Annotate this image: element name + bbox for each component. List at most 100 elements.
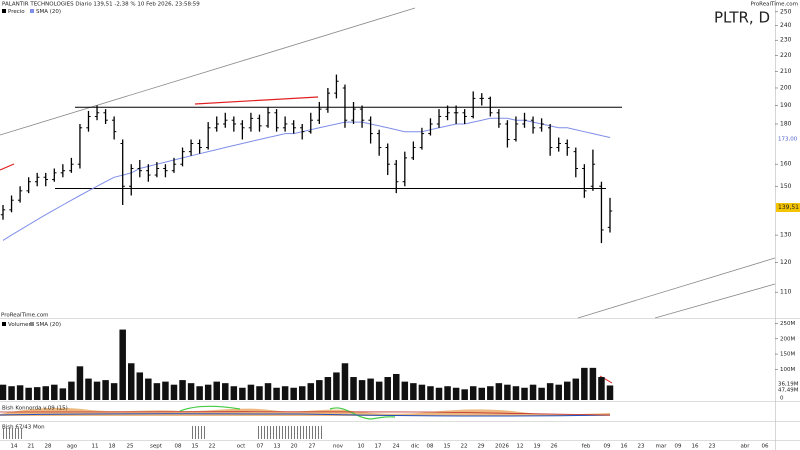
x-tick-label: 11 bbox=[92, 444, 99, 450]
y-tick-label: 130 bbox=[780, 232, 792, 239]
legend-entry: Volumen bbox=[8, 322, 32, 328]
x-tick-label: 21 bbox=[28, 444, 35, 450]
volume-bar bbox=[606, 385, 614, 400]
volume-bar bbox=[76, 366, 84, 400]
volume-bar bbox=[16, 385, 24, 400]
watermark: ProRealTime.com bbox=[750, 2, 798, 8]
volume-bar bbox=[495, 383, 503, 400]
watermark: ProRealTime.com bbox=[1, 313, 49, 319]
x-tick-label: 23 bbox=[709, 444, 716, 450]
volume-bar bbox=[187, 383, 195, 400]
indicator-label: Bish 67/43 Mon bbox=[2, 425, 45, 431]
x-tick-label: 09 bbox=[675, 444, 682, 450]
volume-tick-label: 150M bbox=[780, 352, 795, 358]
volume-bar bbox=[68, 381, 75, 400]
y-tick-label: 230 bbox=[780, 37, 792, 44]
volume-bar bbox=[239, 387, 246, 400]
volume-bar bbox=[59, 388, 67, 400]
x-tick-label: sept bbox=[150, 444, 163, 450]
y-tick-label: 250 bbox=[780, 8, 792, 15]
legend-entry: SMA (20) bbox=[36, 9, 61, 15]
volume-bar bbox=[529, 384, 537, 400]
volume-bar bbox=[375, 381, 383, 400]
x-tick-label: 26 bbox=[551, 444, 558, 450]
x-tick-label: 10 bbox=[358, 444, 365, 450]
x-tick-label: 15 bbox=[192, 444, 199, 450]
y-tick-label: 240 bbox=[780, 22, 792, 29]
x-tick-label: 06 bbox=[762, 444, 769, 450]
x-tick-label: 22 bbox=[461, 444, 468, 450]
x-tick-label: feb bbox=[582, 444, 591, 450]
trend-line bbox=[194, 96, 319, 105]
volume-bar bbox=[521, 387, 528, 400]
volume-bar bbox=[298, 386, 306, 400]
x-tick-label: 18 bbox=[109, 444, 116, 450]
volume-tick-label: 250M bbox=[780, 321, 795, 327]
volume-bar bbox=[230, 386, 238, 400]
volume-bar bbox=[273, 387, 280, 400]
volume-bar bbox=[324, 377, 332, 400]
volume-bar bbox=[341, 363, 349, 400]
volume-bar bbox=[170, 384, 178, 400]
volume-bar bbox=[0, 384, 7, 400]
volume-bar bbox=[512, 386, 520, 400]
y-tick-label: 180 bbox=[780, 120, 792, 127]
x-tick-label: 08 bbox=[175, 444, 182, 450]
y-tick-label: 200 bbox=[780, 84, 792, 91]
indicator-bish bbox=[3, 426, 322, 439]
x-tick-label: nov bbox=[333, 444, 344, 450]
volume-bar bbox=[8, 386, 15, 400]
y-tick-label: 110 bbox=[780, 289, 792, 296]
volume-bar bbox=[581, 367, 588, 400]
x-tick-label: 17 bbox=[375, 444, 382, 450]
y-tick-label: 150 bbox=[780, 183, 792, 190]
x-tick-label: 09 bbox=[604, 444, 611, 450]
x-tick-label: 16 bbox=[621, 444, 628, 450]
x-tick-label: 12 bbox=[517, 444, 524, 450]
volume-bar bbox=[42, 386, 49, 400]
volume-bar bbox=[469, 386, 477, 400]
volume-bar bbox=[204, 384, 212, 400]
legend-swatch bbox=[30, 9, 34, 13]
volume-bar bbox=[33, 387, 41, 400]
volume-bar bbox=[145, 378, 152, 400]
x-tick-label: mar bbox=[656, 444, 668, 450]
x-tick-label: 13 bbox=[274, 444, 281, 450]
trend-line bbox=[0, 163, 15, 171]
sma-label: 173,00 bbox=[778, 137, 798, 143]
volume-bar bbox=[393, 373, 400, 400]
x-tick-label: ago bbox=[67, 444, 78, 450]
volume-bar bbox=[85, 378, 92, 400]
volume-bar bbox=[435, 387, 443, 400]
volume-tick-label: 100M bbox=[780, 367, 795, 373]
x-tick-label: 14 bbox=[11, 444, 18, 450]
indicator-konnorda bbox=[0, 405, 611, 420]
volume-bar bbox=[307, 383, 315, 400]
subtitle: PALANTIR TECHNOLOGIES Diario 139,51 -2,3… bbox=[2, 2, 200, 8]
volume-bar bbox=[162, 381, 169, 400]
volume-bar bbox=[196, 386, 203, 400]
volume-bar bbox=[410, 383, 417, 400]
x-tick-label: 27 bbox=[309, 444, 316, 450]
volume-bar bbox=[256, 386, 263, 400]
volume-last-label: 47,49M bbox=[778, 388, 799, 394]
volume-bar bbox=[427, 386, 434, 400]
volume-bar bbox=[110, 383, 118, 400]
volume-bar bbox=[213, 381, 220, 400]
volume-bar bbox=[25, 387, 32, 400]
chart-title: PLTR, D bbox=[714, 9, 770, 27]
volume-bar bbox=[589, 367, 597, 400]
volume-bar bbox=[504, 384, 511, 400]
volume-bar bbox=[290, 387, 297, 400]
legend-entry: Precio bbox=[8, 9, 25, 15]
volume-bar bbox=[487, 386, 494, 400]
volume-bar bbox=[546, 383, 554, 400]
volume-sma-label: 36,19M bbox=[778, 382, 799, 388]
x-tick-label: dic bbox=[411, 444, 419, 450]
volume-bar bbox=[119, 329, 126, 400]
volume-bar bbox=[555, 384, 562, 400]
x-tick-label: 15 bbox=[444, 444, 451, 450]
legend-swatch bbox=[2, 322, 6, 326]
price-label-box bbox=[776, 203, 800, 212]
